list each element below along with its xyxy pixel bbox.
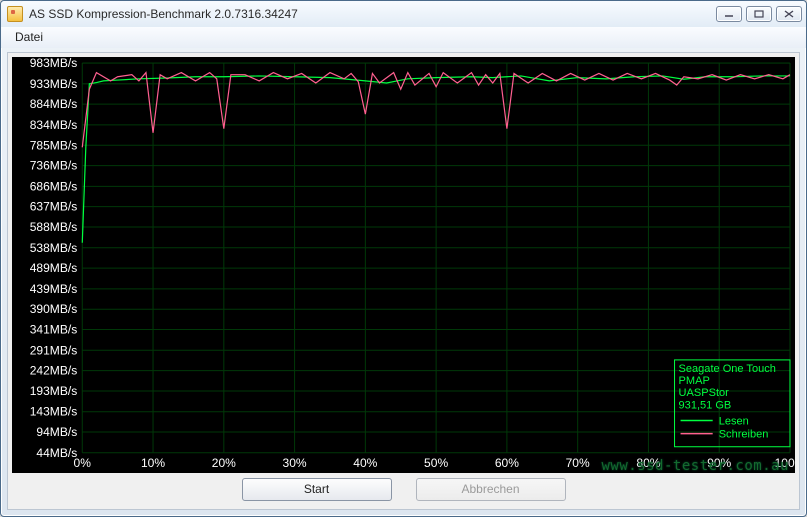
svg-text:931,51 GB: 931,51 GB <box>679 399 732 411</box>
svg-text:933MB/s: 933MB/s <box>30 77 78 91</box>
titlebar[interactable]: AS SSD Kompression-Benchmark 2.0.7316.34… <box>1 1 806 27</box>
svg-text:884MB/s: 884MB/s <box>30 97 78 111</box>
svg-text:686MB/s: 686MB/s <box>30 179 78 193</box>
svg-text:44MB/s: 44MB/s <box>36 446 77 460</box>
cancel-button: Abbrechen <box>416 478 566 501</box>
svg-text:242MB/s: 242MB/s <box>30 364 78 378</box>
svg-text:439MB/s: 439MB/s <box>30 282 78 296</box>
menubar: Datei <box>1 27 806 48</box>
close-button[interactable] <box>776 6 802 22</box>
svg-text:30%: 30% <box>283 456 307 470</box>
maximize-icon <box>754 10 764 18</box>
chart-area: 983MB/s 933MB/s 884MB/s 834MB/s 785MB/s 736MB… <box>12 57 795 473</box>
minimize-button[interactable] <box>716 6 742 22</box>
svg-text:Seagate One Touch: Seagate One Touch <box>679 363 776 375</box>
svg-text:94MB/s: 94MB/s <box>36 425 77 439</box>
window-title: AS SSD Kompression-Benchmark 2.0.7316.34… <box>29 7 716 21</box>
svg-text:Schreiben: Schreiben <box>719 429 769 441</box>
minimize-icon <box>724 10 734 18</box>
svg-text:60%: 60% <box>495 456 519 470</box>
svg-text:736MB/s: 736MB/s <box>30 159 78 173</box>
svg-text:0%: 0% <box>74 456 92 470</box>
svg-text:40%: 40% <box>353 456 377 470</box>
svg-text:Lesen: Lesen <box>719 416 749 428</box>
svg-text:70%: 70% <box>566 456 590 470</box>
svg-text:785MB/s: 785MB/s <box>30 138 78 152</box>
svg-text:193MB/s: 193MB/s <box>30 384 78 398</box>
svg-text:538MB/s: 538MB/s <box>30 241 78 255</box>
svg-text:UASPStor: UASPStor <box>679 387 730 399</box>
menu-file[interactable]: Datei <box>9 28 49 46</box>
svg-text:50%: 50% <box>424 456 448 470</box>
svg-text:390MB/s: 390MB/s <box>30 302 78 316</box>
button-bar: Start Abbrechen <box>12 473 795 505</box>
svg-text:983MB/s: 983MB/s <box>30 57 78 70</box>
start-button[interactable]: Start <box>242 478 392 501</box>
close-icon <box>784 10 794 18</box>
svg-text:10%: 10% <box>141 456 165 470</box>
content-panel: 983MB/s 933MB/s 884MB/s 834MB/s 785MB/s 736MB… <box>7 52 800 510</box>
svg-text:341MB/s: 341MB/s <box>30 323 78 337</box>
svg-text:637MB/s: 637MB/s <box>30 200 78 214</box>
svg-text:143MB/s: 143MB/s <box>30 405 78 419</box>
app-window: AS SSD Kompression-Benchmark 2.0.7316.34… <box>0 0 807 517</box>
svg-text:588MB/s: 588MB/s <box>30 220 78 234</box>
maximize-button[interactable] <box>746 6 772 22</box>
svg-text:834MB/s: 834MB/s <box>30 118 78 132</box>
svg-text:291MB/s: 291MB/s <box>30 343 78 357</box>
chart-bg <box>12 57 795 473</box>
svg-text:20%: 20% <box>212 456 236 470</box>
watermark: www.ssd-tester.com.au <box>601 458 789 473</box>
svg-text:489MB/s: 489MB/s <box>30 261 78 275</box>
app-icon <box>7 6 23 22</box>
svg-text:PMAP: PMAP <box>679 375 710 387</box>
benchmark-chart: 983MB/s 933MB/s 884MB/s 834MB/s 785MB/s 736MB… <box>12 57 795 473</box>
